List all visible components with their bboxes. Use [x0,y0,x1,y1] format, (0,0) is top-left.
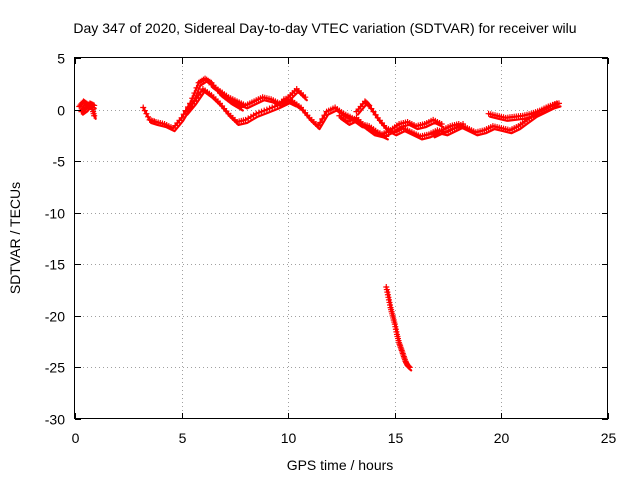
data-point [406,364,413,371]
data-point [255,109,262,116]
plot-frame [74,57,608,419]
y-tick-label: 5 [57,51,65,67]
x-tick-label: 20 [494,430,510,446]
data-point [319,115,326,122]
y-tick-label: 0 [57,103,65,119]
data-layer [76,75,562,372]
data-point [261,107,268,114]
y-axis-label: SDTVAR / TECUs [7,182,23,294]
data-point [266,105,273,112]
chart-title: Day 347 of 2020, Sidereal Day-to-day VTE… [73,20,576,36]
data-point [553,100,560,107]
data-point [91,102,98,109]
axis-ticks: 0 5 10 15 20 25 5 0 -5 -10 -15 -20 -25 -30 [45,51,617,447]
data-point [191,90,198,97]
data-point [269,104,276,111]
y-tick-label: -25 [45,360,65,376]
data-point [372,111,379,118]
x-tick-label: 10 [281,430,297,446]
data-point [253,110,260,117]
data-point [317,119,324,126]
data-point [91,112,98,119]
data-point [193,95,200,102]
data-point [140,104,147,111]
y-tick-label: -5 [53,154,66,170]
data-point [370,108,377,115]
data-point [365,101,372,108]
data-point [197,89,204,96]
data-point [438,121,445,128]
x-tick-label: 25 [601,430,617,446]
data-point [368,105,375,112]
data-point [263,106,270,113]
data-point [315,123,322,130]
x-axis-label: GPS time / hours [287,457,394,473]
y-tick-label: -30 [45,412,65,428]
data-point [195,92,202,99]
data-point [191,98,198,105]
data-point [143,110,150,117]
data-point [145,113,152,120]
y-tick-label: -10 [45,206,65,222]
x-tick-label: 5 [179,430,187,446]
series-group [76,75,562,372]
data-point [141,107,148,114]
data-point [366,102,373,109]
x-tick-label: 15 [388,430,404,446]
data-point [193,84,200,91]
data-point [302,94,309,101]
x-tick-label: 0 [72,430,80,446]
y-tick-label: -15 [45,257,65,273]
data-point [321,112,328,119]
data-point [178,114,185,121]
data-point [258,108,265,115]
y-tick-label: -20 [45,309,65,325]
